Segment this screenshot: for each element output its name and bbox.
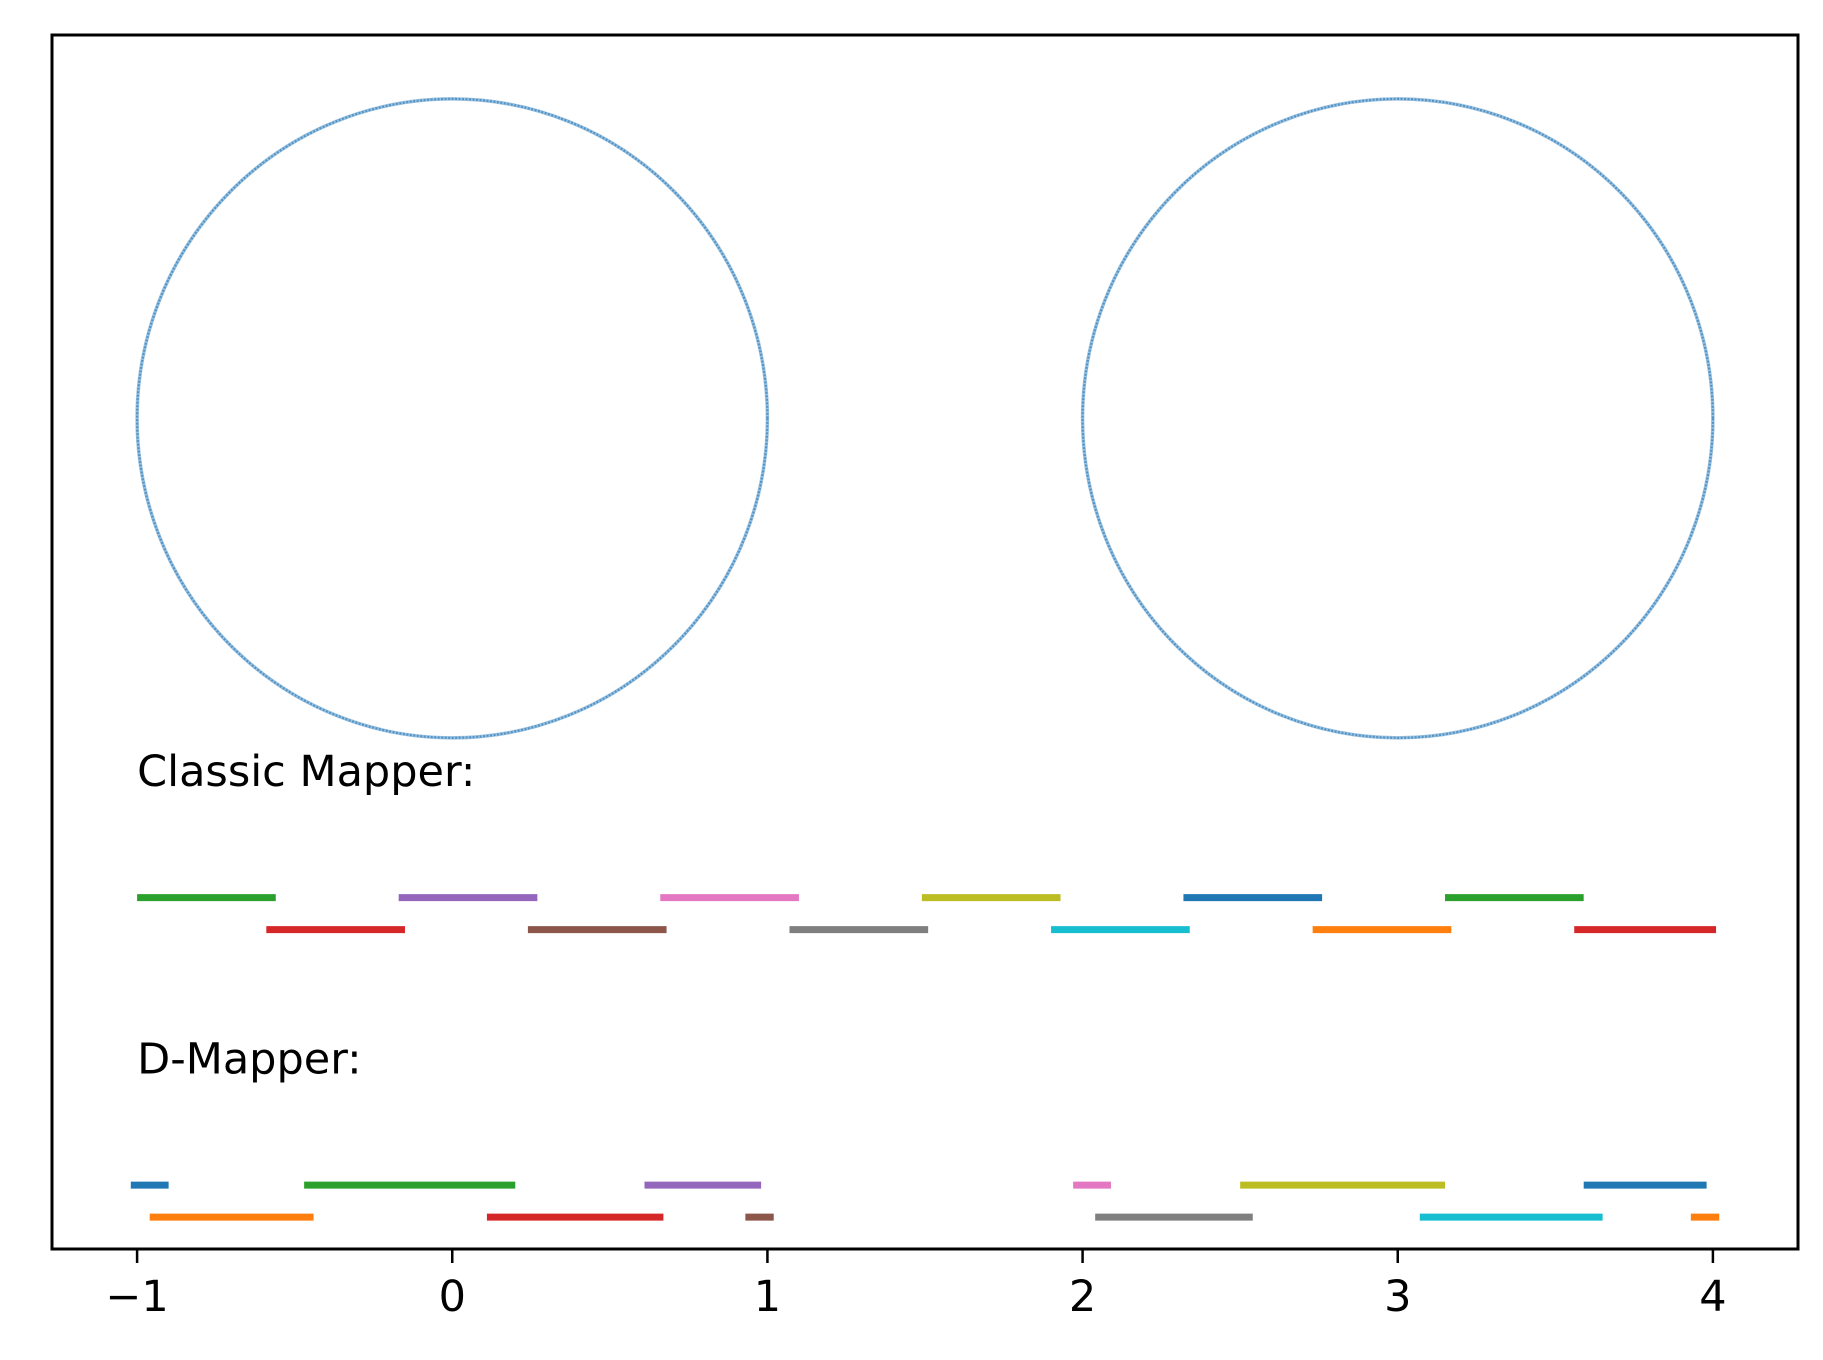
classic-intervals-layer (137, 894, 1717, 934)
x-tick-label: 2 (1069, 1272, 1096, 1322)
annotation-classic-mapper: Classic Mapper: (137, 747, 475, 797)
x-tick-label: 1 (754, 1272, 781, 1322)
point-cloud-points (135, 97, 769, 739)
point-cloud-circle-2 (1080, 97, 1715, 740)
annotation-d-mapper: D-Mapper: (137, 1034, 362, 1084)
annotations-layer: Classic Mapper: D-Mapper: (137, 747, 475, 1085)
x-tick-label: 3 (1384, 1272, 1411, 1322)
point-cloud-circle-1 (135, 97, 770, 740)
point-cloud-points (1081, 97, 1715, 739)
x-axis-ticks: −1 0 1 2 3 4 (105, 1249, 1727, 1322)
x-tick-label: −1 (105, 1272, 168, 1322)
point-cloud-layer (135, 97, 1715, 740)
x-tick-label: 0 (439, 1272, 466, 1322)
plot-frame (50, 33, 1800, 1251)
dmapper-intervals-layer (130, 1181, 1720, 1221)
x-tick-label: 4 (1699, 1272, 1726, 1322)
